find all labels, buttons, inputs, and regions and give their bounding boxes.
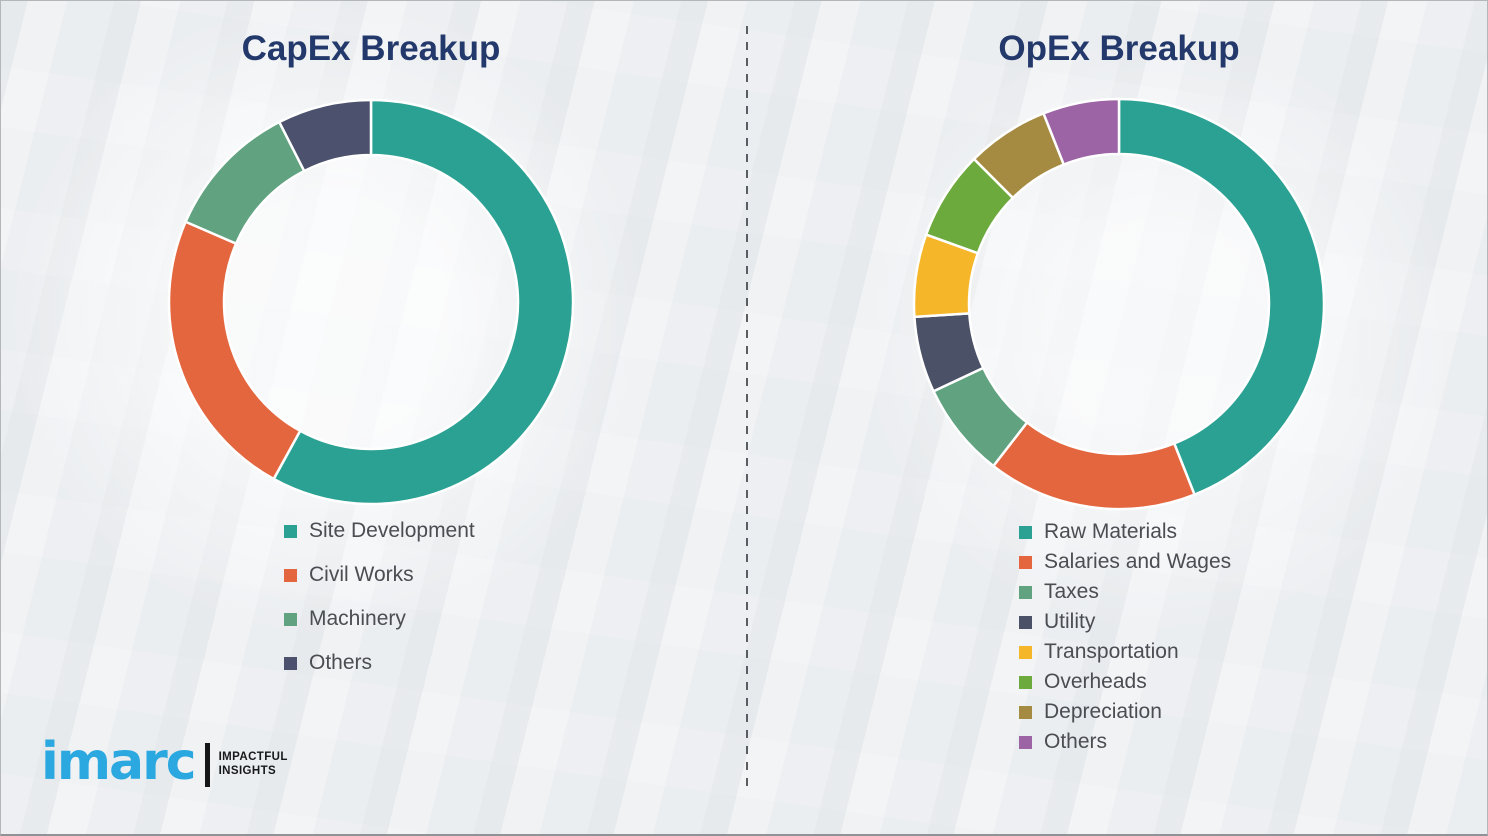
legend-swatch-site-development	[284, 524, 297, 538]
opex-legend: Raw Materials Salaries and Wages Taxes Util…	[1019, 517, 1231, 757]
imarc-tagline-line2: INSIGHTS	[218, 765, 277, 777]
legend-swatch-utility	[1019, 615, 1032, 629]
legend-item-others: Others	[284, 641, 475, 685]
segment-civil-works	[167, 220, 302, 481]
imarc-logo: imarc IMPACTFUL INSIGHTS	[41, 731, 288, 792]
legend-swatch-salaries-and-wages	[1019, 555, 1032, 569]
legend-label-overheads: Overheads	[1044, 670, 1147, 693]
imarc-logo-tagline: IMPACTFUL INSIGHTS	[219, 751, 288, 779]
legend-swatch-others	[284, 656, 297, 670]
legend-item-utility: Utility	[1019, 607, 1231, 637]
capex-legend: Site Development Civil Works Machinery Othe…	[284, 509, 475, 685]
capex-donut-chart	[167, 98, 575, 506]
legend-swatch-civil-works	[284, 568, 297, 582]
segment-raw-materials	[1117, 97, 1326, 496]
legend-swatch-depreciation	[1019, 705, 1032, 719]
legend-swatch-taxes	[1019, 585, 1032, 599]
legend-item-salaries-and-wages: Salaries and Wages	[1019, 547, 1231, 577]
imarc-tagline-line1: IMPACTFUL	[218, 751, 288, 764]
opex-title: OpEx Breakup	[998, 29, 1240, 68]
legend-swatch-others	[1019, 735, 1032, 749]
legend-swatch-raw-materials	[1019, 525, 1032, 539]
imarc-logo-divider-bar	[204, 743, 210, 787]
legend-item-overheads: Overheads	[1019, 667, 1231, 697]
legend-label-salaries-and-wages: Salaries and Wages	[1044, 550, 1232, 573]
capex-title: CapEx Breakup	[241, 29, 501, 68]
legend-label-raw-materials: Raw Materials	[1044, 520, 1178, 543]
legend-item-depreciation: Depreciation	[1019, 697, 1231, 727]
legend-label-civil-works: Civil Works	[309, 563, 414, 586]
legend-label-machinery: Machinery	[309, 607, 406, 630]
imarc-logo-wordmark: imarc	[41, 731, 197, 792]
legend-label-depreciation: Depreciation	[1044, 700, 1162, 723]
segment-others	[278, 98, 373, 173]
legend-label-others: Others	[309, 651, 373, 674]
legend-label-taxes: Taxes	[1044, 580, 1099, 603]
dashed-divider	[746, 26, 748, 789]
legend-label-utility: Utility	[1044, 610, 1096, 633]
legend-swatch-overheads	[1019, 675, 1032, 689]
legend-item-civil-works: Civil Works	[284, 553, 475, 597]
segment-others	[1042, 97, 1121, 166]
legend-item-machinery: Machinery	[284, 597, 475, 641]
legend-item-raw-materials: Raw Materials	[1019, 517, 1231, 547]
legend-swatch-transportation	[1019, 645, 1032, 659]
legend-label-transportation: Transportation	[1044, 640, 1179, 663]
legend-item-taxes: Taxes	[1019, 577, 1231, 607]
legend-item-transportation: Transportation	[1019, 637, 1231, 667]
legend-item-others: Others	[1019, 727, 1231, 757]
segment-site-development	[272, 98, 575, 506]
legend-label-others: Others	[1044, 730, 1108, 753]
segment-salaries-and-wages	[992, 421, 1196, 511]
segment-machinery	[184, 120, 306, 245]
legend-swatch-machinery	[284, 612, 297, 626]
opex-donut-chart	[912, 97, 1326, 511]
legend-label-site-development: Site Development	[309, 519, 475, 542]
legend-item-site-development: Site Development	[284, 509, 475, 553]
